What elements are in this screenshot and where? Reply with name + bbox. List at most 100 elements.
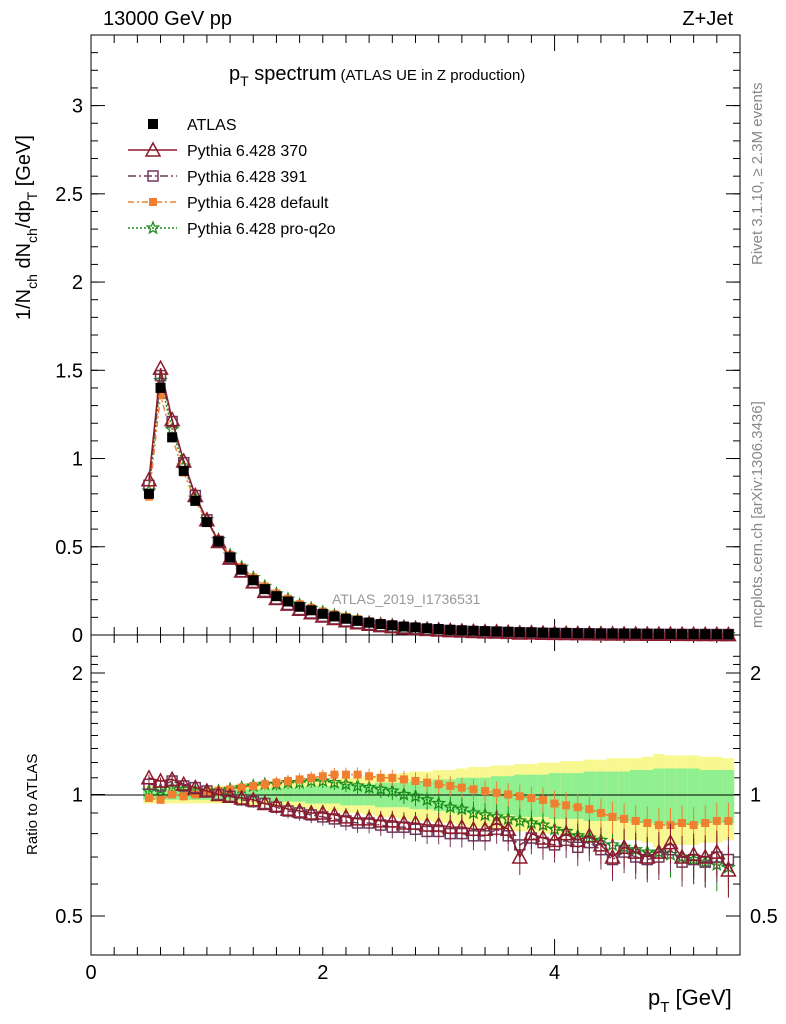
marker-atlas (619, 628, 630, 639)
marker-default (156, 795, 165, 804)
marker-370 (627, 843, 644, 859)
marker-default (168, 790, 177, 799)
marker-default (179, 792, 188, 801)
marker-370 (187, 779, 204, 795)
marker-370 (291, 802, 308, 818)
marker-default (330, 770, 339, 779)
marker-370 (268, 796, 285, 813)
marker-370 (592, 836, 610, 852)
legend-label: ATLAS (187, 117, 237, 134)
marker-default (620, 814, 629, 823)
xtick-label: 2 (317, 962, 328, 984)
main-ylabel: 1/Nch dNch/dpT [GeV] (13, 135, 40, 320)
main-ytick-label: 2 (72, 272, 83, 294)
marker-atlas (688, 629, 699, 640)
marker-atlas (225, 552, 236, 563)
marker-default (701, 818, 710, 827)
marker-proq2o (384, 783, 400, 798)
marker-default (643, 818, 652, 827)
header-right: Z+Jet (682, 8, 733, 30)
ratio-ytick-label: 1 (72, 785, 83, 807)
marker-atlas (572, 628, 583, 639)
marker-atlas (514, 627, 525, 638)
band-inner (664, 768, 677, 826)
marker-370 (662, 834, 679, 850)
marker-default (538, 795, 547, 804)
marker-370 (326, 806, 343, 822)
marker-370 (314, 804, 332, 820)
marker-atlas (445, 624, 456, 635)
marker-atlas (294, 601, 305, 612)
marker-atlas (561, 628, 572, 639)
marker-proq2o (350, 778, 365, 793)
main-ytick-label: 2.5 (55, 184, 83, 206)
marker-default (712, 816, 721, 825)
marker-370 (244, 791, 262, 807)
marker-atlas (422, 623, 433, 634)
marker-atlas (283, 596, 294, 607)
marker-proq2o (454, 801, 470, 816)
marker-391 (189, 781, 202, 794)
marker-391 (201, 785, 213, 797)
marker-atlas (468, 625, 479, 636)
marker-370 (302, 804, 320, 820)
analysis-id: ATLAS_2019_I1736531 (332, 591, 481, 607)
marker-370 (407, 814, 424, 830)
marker-atlas (143, 488, 154, 499)
marker-atlas (630, 628, 641, 639)
ratio-series (140, 767, 737, 898)
band-inner (699, 770, 712, 823)
marker-370 (465, 820, 482, 837)
marker-370 (534, 829, 552, 845)
marker-atlas (213, 536, 224, 547)
marker-default (149, 198, 157, 206)
marker-proq2o (442, 799, 458, 814)
marker-default (353, 770, 362, 779)
xtick-label: 4 (549, 962, 560, 984)
main-ytick-label: 0 (72, 625, 83, 647)
marker-370 (581, 827, 598, 843)
marker-atlas (480, 626, 491, 637)
marker-370 (140, 769, 158, 785)
marker-370 (673, 848, 691, 864)
legend-label: Pythia 6.428 391 (187, 169, 307, 186)
ratio-line (148, 780, 729, 863)
marker-atlas (653, 628, 664, 639)
marker-default (492, 788, 501, 797)
header-left: 13000 GeV pp (103, 8, 232, 30)
marker-atlas (711, 629, 722, 640)
ratio-ytick-label-right: 0.5 (750, 906, 778, 928)
marker-default (191, 790, 200, 799)
marker-atlas (167, 432, 178, 443)
marker-370 (442, 818, 459, 834)
marker-atlas (456, 625, 467, 636)
marker-atlas (433, 624, 444, 634)
marker-atlas (364, 617, 375, 628)
marker-370 (233, 789, 250, 805)
marker-proq2o (373, 781, 389, 796)
marker-atlas (352, 615, 363, 626)
rivet-label: Rivet 3.1.10, ≥ 2.3M events (749, 83, 766, 266)
marker-370 (696, 848, 714, 864)
ratio-ticks: 0.5 0.5 1 1 2 2 0 2 4 (55, 635, 778, 984)
marker-default (284, 777, 293, 786)
legend: ATLAS Pythia 6.428 370 Pythia 6.428 391 Pyt… (128, 117, 336, 238)
marker-370 (430, 816, 447, 832)
marker-atlas (387, 620, 398, 631)
marker-370 (488, 814, 505, 830)
marker-default (585, 805, 594, 814)
band-inner (676, 768, 688, 826)
marker-proq2o (361, 779, 377, 794)
marker-atlas (503, 626, 514, 637)
marker-atlas (677, 629, 688, 640)
marker-proq2o (396, 786, 412, 801)
band-inner (687, 768, 700, 826)
marker-default (481, 787, 490, 796)
marker-default (678, 818, 687, 827)
marker-default (434, 780, 443, 789)
marker-370 (604, 848, 621, 864)
marker-atlas (398, 621, 409, 632)
marker-atlas (549, 627, 560, 638)
marker-370 (221, 787, 239, 804)
marker-proq2o (431, 795, 447, 810)
